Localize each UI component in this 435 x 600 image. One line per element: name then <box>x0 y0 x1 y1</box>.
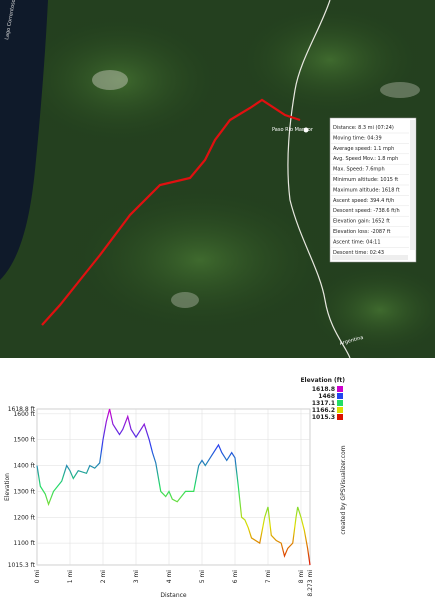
legend-swatch <box>337 393 343 399</box>
y-axis-label: Elevation <box>4 473 11 501</box>
y-tick-label: 1400 ft <box>13 463 35 470</box>
elevation-chart: 1015.3 ft 1100 ft 1200 ft 1300 ft 1400 ft 150… <box>4 377 347 599</box>
credit: created by GPSVisualizer.com <box>340 445 347 534</box>
info-line: Avg. Speed Mov.: 1.8 mph <box>333 156 398 162</box>
satellite-map[interactable]: Lago Correntoso Paso Rio Manzor Argentin… <box>0 0 435 360</box>
x-tick-label: 2 mi <box>100 570 107 584</box>
legend-label: 1015.3 <box>312 414 335 421</box>
legend-swatch <box>337 407 343 413</box>
legend-swatch <box>337 414 343 420</box>
road <box>287 0 351 359</box>
info-line: Distance: 8.3 mi (07:24) <box>333 125 394 131</box>
x-tick-label: 8.273 mi <box>307 570 314 597</box>
x-tick-label: 6 mi <box>232 570 239 584</box>
terrain <box>300 260 435 360</box>
x-tick-label: 4 mi <box>166 570 173 584</box>
map-pin[interactable] <box>303 127 309 133</box>
legend-swatch <box>337 386 343 392</box>
y-tick-label: 1600 ft <box>13 411 35 418</box>
info-line: Elevation gain: 1652 ft <box>333 219 390 225</box>
legend-label: 1317.1 <box>312 400 335 407</box>
legend-swatch <box>337 400 343 406</box>
info-line: Ascent speed: 394.4 ft/h <box>333 198 394 204</box>
info-line: Descent speed: -738.6 ft/h <box>333 208 400 214</box>
scrollbar[interactable] <box>410 120 415 250</box>
terrain <box>60 180 340 340</box>
scrollbar[interactable] <box>332 255 408 260</box>
info-line: Average speed: 1.1 mph <box>333 146 394 152</box>
terrain <box>230 0 430 120</box>
info-line: Elevation loss: -2087 ft <box>333 229 391 235</box>
info-panel <box>329 117 417 263</box>
y-tick-label: 1618.8 ft <box>8 406 36 413</box>
info-line: Max. Speed: 7.6mph <box>333 167 385 173</box>
info-line: Moving time: 04:39 <box>333 135 382 141</box>
elevation-line <box>36 408 311 566</box>
plot-area <box>36 408 311 566</box>
x-tick-label: 0 mi <box>34 570 41 584</box>
legend-label: 1468 <box>318 393 335 400</box>
legend-label: 1166.2 <box>312 407 335 414</box>
snow-patch <box>171 292 199 308</box>
info-line: Minimum altitude: 1015 ft <box>333 177 398 183</box>
x-tick-label: 3 mi <box>133 570 140 584</box>
info-line: Maximum altitude: 1618 ft <box>333 187 400 193</box>
y-tick-label: 1300 ft <box>13 488 35 495</box>
x-axis-label: Distance <box>160 592 187 599</box>
x-tick-label: 5 mi <box>199 570 206 584</box>
y-tick-label: 1200 ft <box>13 514 35 521</box>
info-box: Distance: 8.3 mi (07:24) Moving time: 04:… <box>329 117 417 263</box>
legend-label: 1618.8 <box>312 386 335 393</box>
x-tick-label: 7 mi <box>265 570 272 584</box>
info-line: Descent time: 02:43 <box>333 250 384 256</box>
y-tick-label: 1100 ft <box>13 540 35 547</box>
snow-patch <box>92 70 128 90</box>
y-tick-label: 1015.3 ft <box>8 562 36 569</box>
map-label: Paso Rio Manzor <box>272 127 314 133</box>
legend-title: Elevation (ft) <box>300 377 345 384</box>
y-tick-label: 1500 ft <box>13 437 35 444</box>
info-line: Ascent time: 04:11 <box>333 239 381 245</box>
snow-patch <box>380 82 420 98</box>
lake <box>0 0 48 280</box>
x-tick-label: 8 mi <box>298 570 305 584</box>
x-tick-label: 1 mi <box>67 570 74 584</box>
track <box>41 98 301 326</box>
